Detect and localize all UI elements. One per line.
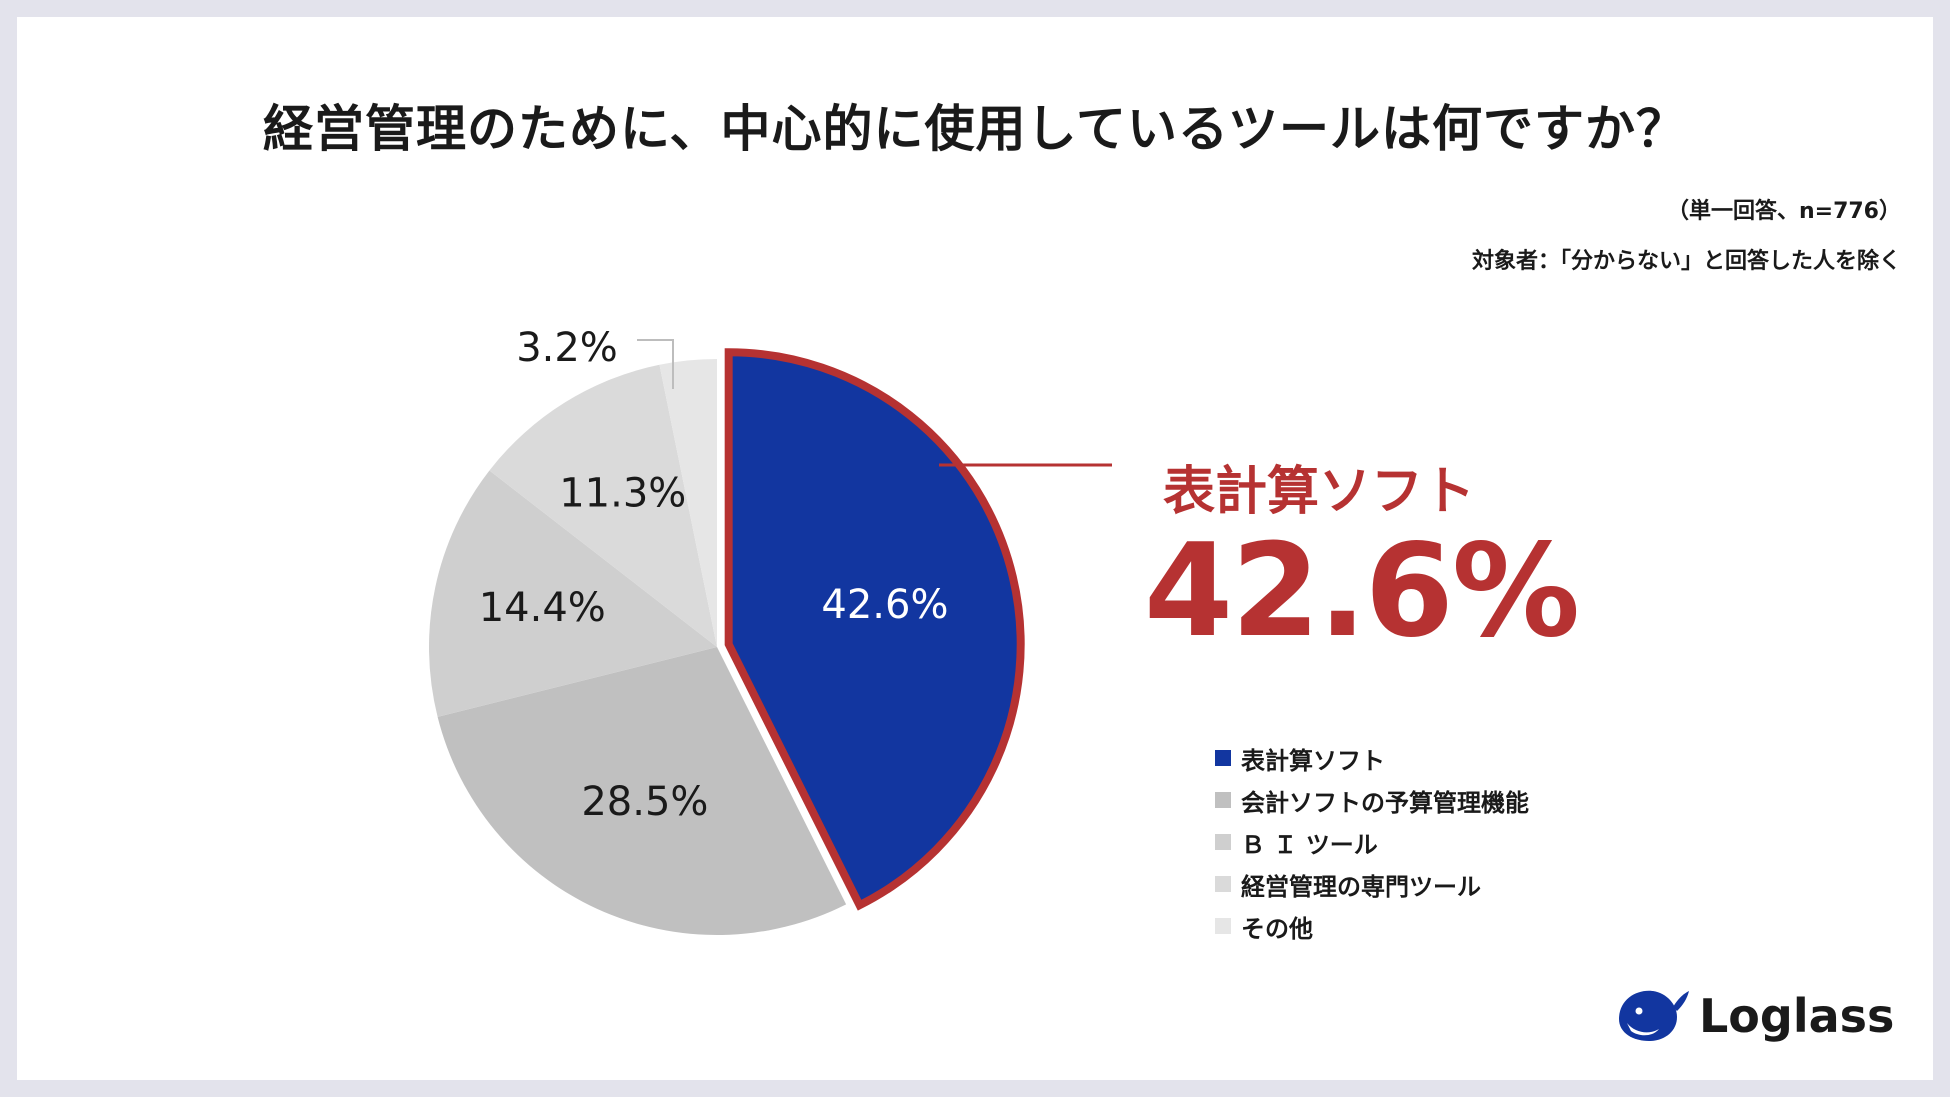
pie-chart: 42.6% 28.5% 14.4% 11.3% 3.2% xyxy=(429,325,1112,935)
legend-swatch xyxy=(1215,750,1231,766)
pie-slice xyxy=(659,359,717,647)
legend-swatch xyxy=(1215,792,1231,808)
legend-swatch xyxy=(1215,876,1231,892)
slice-label: 11.3% xyxy=(559,470,686,516)
legend-item: 経営管理の専門ツール xyxy=(1215,863,1529,905)
leader-line xyxy=(637,339,674,389)
chart-title: 経営管理のために、中心的に使用しているツールは何ですか？ xyxy=(263,100,1687,158)
legend-label: 経営管理の専門ツール xyxy=(1241,872,1481,901)
slice-label: 42.6% xyxy=(821,582,948,628)
legend-item: 会計ソフトの予算管理機能 xyxy=(1215,779,1529,821)
pie-slice xyxy=(437,647,847,935)
pie-slice xyxy=(429,470,717,717)
slice-label: 3.2% xyxy=(516,325,618,371)
legend: 表計算ソフト 会計ソフトの予算管理機能 Ｂ Ｉ ツール 経営管理の専門ツール そ… xyxy=(1215,737,1529,947)
legend-swatch xyxy=(1215,834,1231,850)
legend-label: 会計ソフトの予算管理機能 xyxy=(1241,788,1529,817)
pie-slice xyxy=(489,364,717,647)
legend-label: Ｂ Ｉ ツール xyxy=(1241,830,1378,859)
callout-value: 42.6% xyxy=(1144,517,1580,666)
slice-label: 14.4% xyxy=(479,585,606,631)
legend-item: Ｂ Ｉ ツール xyxy=(1215,821,1529,863)
callout-label: 表計算ソフト xyxy=(1163,462,1476,522)
whale-icon xyxy=(1619,990,1689,1041)
slice-label: 28.5% xyxy=(581,779,708,825)
chart-card: 経営管理のために、中心的に使用しているツールは何ですか？ （単一回答、n=776… xyxy=(17,17,1933,1080)
legend-item: 表計算ソフト xyxy=(1215,737,1529,779)
target-note: 対象者：「分からない」と回答した人を除く xyxy=(1471,249,1901,274)
legend-swatch xyxy=(1215,918,1231,934)
sample-note: （単一回答、n=776） xyxy=(1666,199,1901,224)
legend-label: その他 xyxy=(1241,914,1313,943)
brand-logo: Loglass xyxy=(1613,985,1894,1047)
brand-name: Loglass xyxy=(1699,989,1895,1043)
pie-slice xyxy=(724,348,1025,911)
legend-label: 表計算ソフト xyxy=(1241,746,1385,775)
legend-item: その他 xyxy=(1215,905,1529,947)
